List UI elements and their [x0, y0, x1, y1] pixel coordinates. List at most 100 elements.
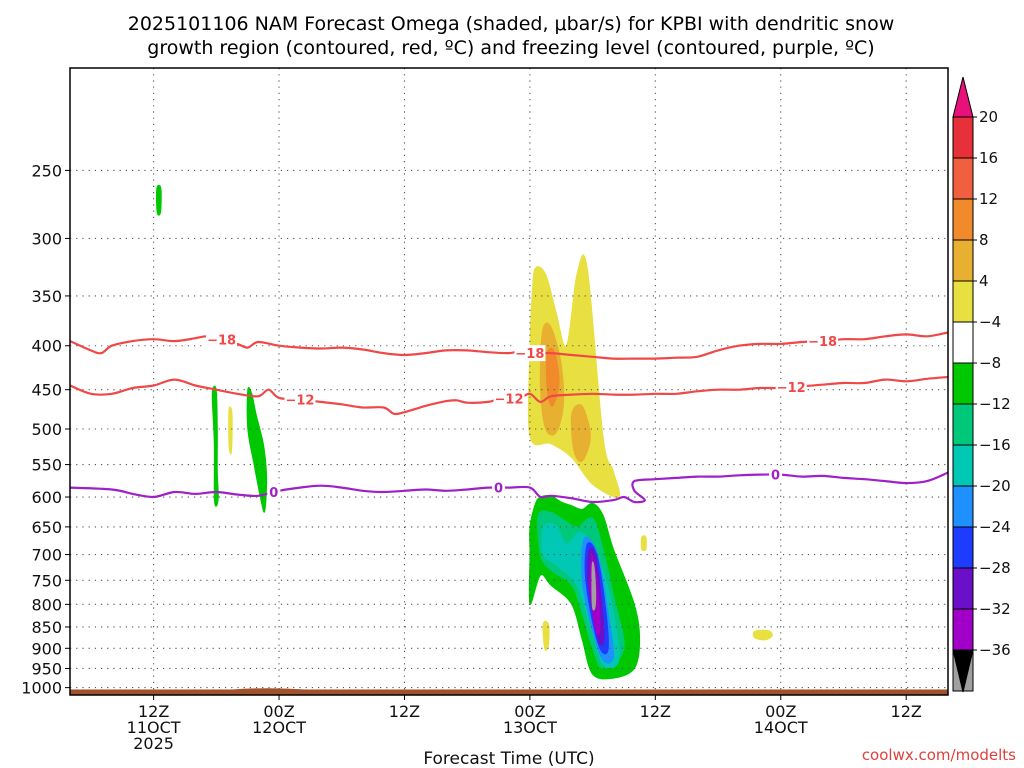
shaded-ascent-orange-lower	[570, 404, 591, 463]
y-tick-label: 800	[31, 595, 62, 614]
colorbar-label: −24	[979, 518, 1011, 536]
isotherm-m12-label-bg	[284, 391, 316, 408]
colorbar-label: 20	[979, 108, 998, 126]
isotherm-m12-label-bg	[775, 379, 807, 396]
shaded-green-streak-2	[246, 386, 268, 513]
colorbar-swatch	[952, 280, 974, 323]
y-tick-label: 500	[31, 420, 62, 439]
colorbar-swatch	[952, 403, 974, 446]
colorbar-swatch	[952, 526, 974, 569]
colorbar-label: −20	[979, 477, 1011, 495]
x-tick-label: 12OCT	[252, 718, 306, 737]
colorbar-swatch	[952, 239, 974, 282]
y-tick-label: 850	[31, 618, 62, 637]
freezing-level-label: 0	[269, 486, 278, 501]
colorbar-label: 16	[979, 149, 998, 167]
ground-bump	[232, 688, 306, 690]
x-tick-label: 12Z	[138, 702, 169, 721]
y-tick-label: 450	[31, 381, 62, 400]
isotherm-m12-label-bg	[493, 390, 525, 407]
shaded-yellow-streak	[228, 406, 233, 455]
colorbar-over-arrow	[952, 76, 974, 118]
shaded-descent-gray	[591, 561, 597, 611]
x-tick-label: 12Z	[891, 702, 922, 721]
y-tick-label: 550	[31, 456, 62, 475]
grid-lines	[70, 68, 948, 695]
colorbar-label: −4	[979, 313, 1001, 331]
chart-title-line2: growth region (contoured, red, ºC) and f…	[147, 37, 874, 59]
colorbar-label: −8	[979, 354, 1001, 372]
freezing-level-label: 0	[771, 469, 780, 484]
colorbar-label: 4	[979, 272, 989, 290]
colorbar-swatch	[952, 444, 974, 487]
isotherm-m18-label-bg	[206, 331, 238, 348]
ground-bar	[70, 689, 948, 695]
x-tick-label: 14OCT	[754, 718, 808, 737]
watermark: coolwx.com/modelts	[862, 746, 1016, 764]
colorbar-label: −32	[979, 600, 1011, 618]
y-tick-label: 700	[31, 546, 62, 565]
y-tick-label: 250	[31, 161, 62, 180]
colorbar: 20 16 12 8 4 −4 −8 −12 −16 −20 −24 −28 −32 −36	[952, 76, 1011, 693]
isotherm-m18-label-bg	[807, 333, 839, 350]
x-tick-label: 00Z	[765, 702, 796, 721]
shaded-green-streak-1	[211, 385, 219, 507]
y-tick-label: 600	[31, 488, 62, 507]
isotherm-m12-label: −12	[495, 393, 524, 408]
colorbar-label: −16	[979, 436, 1011, 454]
colorbar-label: 12	[979, 190, 998, 208]
x-tick-label: 00Z	[263, 702, 294, 721]
shaded-ascent-yellow-main	[527, 254, 621, 498]
colorbar-swatch	[952, 608, 974, 651]
plot-area: −18 −18 −18 −12 −12 −12 0 0 0	[70, 68, 948, 695]
y-tick-label: 350	[31, 287, 62, 306]
colorbar-under-arrow	[952, 649, 974, 693]
shaded-yellow-blip-1	[640, 535, 647, 552]
colorbar-swatch	[952, 362, 974, 405]
colorbar-label: −12	[979, 395, 1011, 413]
colorbar-swatch	[952, 157, 974, 200]
colorbar-swatch	[952, 116, 974, 159]
freezing-level-label: 0	[494, 482, 503, 497]
y-tick-label: 950	[31, 659, 62, 678]
x-tick-label: 00Z	[514, 702, 545, 721]
isotherm-m12-label: −12	[777, 381, 806, 396]
y-tick-label: 900	[31, 639, 62, 658]
shaded-green-top	[155, 184, 162, 216]
colorbar-swatch	[952, 198, 974, 241]
x-axis-label: Forecast Time (UTC)	[423, 749, 594, 768]
y-tick-label: 400	[31, 337, 62, 356]
colorbar-swatch	[952, 567, 974, 610]
isotherm-m18-line	[70, 331, 948, 360]
x-tick-label: 11OCT	[127, 718, 181, 737]
isotherm-m18-label: −18	[808, 335, 837, 350]
plot-frame	[69, 67, 949, 696]
shaded-yellow-blip-2	[752, 629, 773, 641]
freezing-level-label-bg	[769, 466, 783, 483]
colorbar-swatch	[952, 485, 974, 528]
freezing-level-label-bg	[492, 479, 506, 496]
y-tick-label: 650	[31, 518, 62, 537]
isotherm-m18-label: −18	[207, 334, 236, 349]
y-axis: 250 300 350 400 450 500 550 600 650 700 750 800 850 9…	[21, 161, 70, 698]
x-tick-label: 12Z	[640, 702, 671, 721]
x-tick-label: 13OCT	[503, 718, 557, 737]
isotherm-m18-label: −18	[515, 347, 544, 362]
y-tick-label: 1000	[21, 679, 62, 698]
colorbar-label: 8	[979, 231, 989, 249]
shaded-yellow-bottom-1	[542, 620, 550, 651]
colorbar-label: −28	[979, 559, 1011, 577]
colorbar-label: −36	[979, 641, 1011, 659]
x-tick-label: 2025	[133, 734, 174, 753]
isotherm-m12-label: −12	[285, 394, 314, 409]
freezing-level-label-bg	[267, 484, 281, 501]
x-tick-label: 12Z	[389, 702, 420, 721]
chart-title-line1: 2025101106 NAM Forecast Omega (shaded, μ…	[128, 13, 895, 35]
isotherm-m18-label-bg	[514, 345, 546, 362]
colorbar-swatch	[952, 321, 974, 364]
y-tick-label: 300	[31, 229, 62, 248]
freezing-level-line	[70, 471, 948, 504]
y-tick-label: 750	[31, 571, 62, 590]
